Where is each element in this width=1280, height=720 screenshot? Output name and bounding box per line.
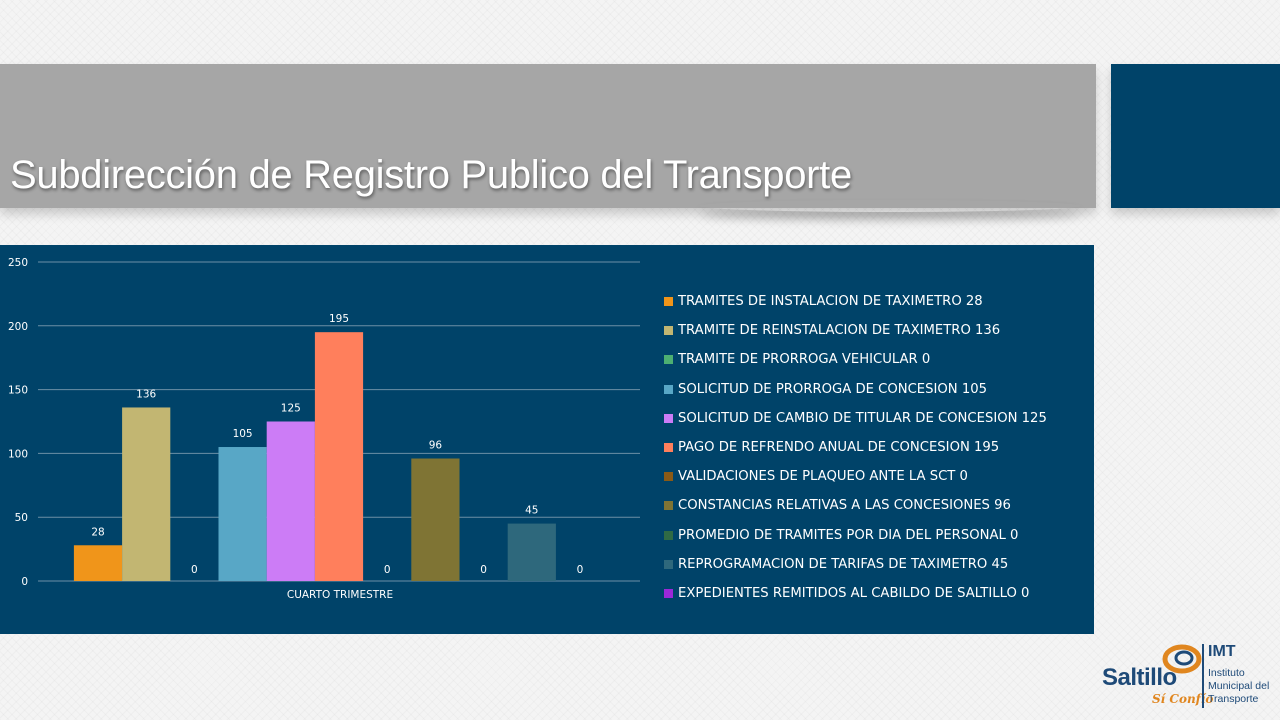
bar-chart: 0 50 100 150 200 250 28 136 0 105 125 195 0 96 0 45 0 CUA… (8, 257, 640, 601)
legend-item: TRAMITE DE PRORROGA VEHICULAR 0 (664, 345, 1047, 374)
saltillo-imt-logo: Saltillo Sí Confío IMT Instituto Municip… (1098, 640, 1280, 720)
legend-label: SOLICITUD DE PRORROGA DE CONCESION 105 (678, 381, 987, 397)
legend-swatch (664, 384, 673, 394)
legend-label: TRAMITE DE PRORROGA VEHICULAR 0 (678, 352, 931, 368)
data-label: 125 (281, 403, 301, 415)
data-label: 195 (329, 313, 349, 325)
bar (218, 447, 267, 581)
chart-panel: 0 50 100 150 200 250 28 136 0 105 125 195 0 96 0 45 0 CUA… (0, 245, 1094, 634)
bar (507, 523, 556, 581)
y-tick-label: 50 (15, 512, 28, 524)
legend-label: PAGO DE REFRENDO ANUAL DE CONCESION 195 (678, 440, 1000, 456)
legend-label: REPROGRAMACION DE TARIFAS DE TAXIMETRO 4… (678, 556, 1009, 572)
bar (314, 332, 364, 581)
legend-swatch (664, 530, 673, 540)
y-tick-label: 250 (8, 257, 28, 269)
logo-script: Sí Confío (1152, 692, 1214, 706)
legend-item: TRAMITES DE INSTALACION DE TAXIMETRO 28 (664, 287, 1047, 316)
legend-item: PAGO DE REFRENDO ANUAL DE CONCESION 195 (664, 433, 1047, 462)
legend-swatch (664, 472, 673, 482)
logo-wordmark: Saltillo (1102, 664, 1177, 691)
legend-item: TRAMITE DE REINSTALACION DE TAXIMETRO 13… (664, 316, 1047, 345)
bar (411, 458, 460, 581)
title-bar (0, 64, 1096, 208)
title-bar-shadow (700, 200, 1080, 212)
legend-label: PROMEDIO DE TRAMITES POR DIA DEL PERSONA… (678, 527, 1019, 543)
y-tick-label: 150 (8, 385, 28, 397)
logo-org-line2: Municipal del (1208, 680, 1270, 692)
data-label: 0 (577, 564, 584, 576)
logo-org-line1: Instituto (1208, 667, 1245, 679)
accent-box (1111, 64, 1280, 208)
legend-label: VALIDACIONES DE PLAQUEO ANTE LA SCT 0 (678, 469, 968, 485)
legend-swatch (664, 443, 673, 453)
logo-org-line3: Transporte (1208, 693, 1259, 705)
data-label: 28 (91, 526, 104, 538)
legend-item: PROMEDIO DE TRAMITES POR DIA DEL PERSONA… (664, 521, 1047, 550)
legend-label: TRAMITES DE INSTALACION DE TAXIMETRO 28 (678, 294, 983, 310)
x-category-label: CUARTO TRIMESTRE (287, 589, 393, 601)
legend-swatch (664, 559, 673, 569)
y-tick-label: 100 (8, 448, 28, 460)
legend-swatch (664, 297, 673, 307)
legend-label: EXPEDIENTES REMITIDOS AL CABILDO DE SALT… (678, 585, 1030, 601)
legend-item: CONSTANCIAS RELATIVAS A LAS CONCESIONES … (664, 491, 1047, 520)
chart-legend: TRAMITES DE INSTALACION DE TAXIMETRO 28 T… (664, 287, 1047, 608)
legend-swatch (664, 326, 673, 336)
legend-item: SOLICITUD DE CAMBIO DE TITULAR DE CONCES… (664, 404, 1047, 433)
swirl-icon (1162, 644, 1202, 674)
data-label: 0 (384, 564, 391, 576)
bar (122, 407, 171, 581)
legend-swatch (664, 355, 673, 365)
legend-item: EXPEDIENTES REMITIDOS AL CABILDO DE SALT… (664, 579, 1047, 608)
y-tick-label: 200 (8, 321, 28, 333)
logo-divider (1202, 644, 1204, 708)
bar (73, 545, 123, 581)
legend-swatch (664, 588, 673, 598)
data-label: 0 (480, 564, 487, 576)
legend-swatch (664, 501, 673, 511)
legend-label: CONSTANCIAS RELATIVAS A LAS CONCESIONES … (678, 498, 1011, 514)
y-tick-label: 0 (21, 576, 28, 588)
logo-acronym: IMT (1208, 643, 1236, 660)
data-label: 96 (429, 440, 443, 452)
bar (266, 421, 315, 581)
legend-swatch (664, 413, 673, 423)
legend-item: REPROGRAMACION DE TARIFAS DE TAXIMETRO 4… (664, 550, 1047, 579)
data-label: 45 (525, 505, 538, 517)
slide-title: Subdirección de Registro Publico del Tra… (10, 153, 852, 197)
legend-item: VALIDACIONES DE PLAQUEO ANTE LA SCT 0 (664, 462, 1047, 491)
data-label: 136 (136, 388, 156, 400)
legend-label: TRAMITE DE REINSTALACION DE TAXIMETRO 13… (678, 323, 1001, 339)
data-label: 0 (191, 564, 198, 576)
legend-label: SOLICITUD DE CAMBIO DE TITULAR DE CONCES… (678, 410, 1047, 426)
legend-item: SOLICITUD DE PRORROGA DE CONCESION 105 (664, 375, 1047, 404)
data-label: 105 (233, 428, 253, 440)
